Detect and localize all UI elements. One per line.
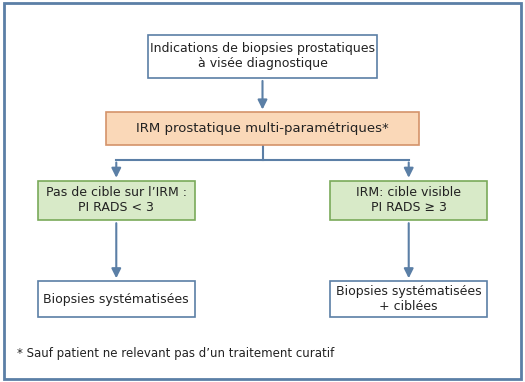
Text: IRM prostatique multi-paramétriques*: IRM prostatique multi-paramétriques* bbox=[136, 122, 389, 135]
FancyBboxPatch shape bbox=[106, 112, 419, 144]
FancyBboxPatch shape bbox=[330, 181, 487, 220]
Text: Biopsies systématisées: Biopsies systématisées bbox=[44, 293, 189, 306]
Text: * Sauf patient ne relevant pas d’un traitement curatif: * Sauf patient ne relevant pas d’un trai… bbox=[17, 347, 334, 360]
Text: Pas de cible sur l’IRM :
PI RADS < 3: Pas de cible sur l’IRM : PI RADS < 3 bbox=[46, 186, 187, 214]
Text: IRM: cible visible
PI RADS ≥ 3: IRM: cible visible PI RADS ≥ 3 bbox=[356, 186, 461, 214]
Text: Indications de biopsies prostatiques
à visée diagnostique: Indications de biopsies prostatiques à v… bbox=[150, 42, 375, 70]
Text: Biopsies systématisées
+ ciblées: Biopsies systématisées + ciblées bbox=[336, 285, 481, 313]
FancyBboxPatch shape bbox=[330, 281, 487, 317]
FancyBboxPatch shape bbox=[148, 34, 377, 78]
FancyBboxPatch shape bbox=[38, 281, 195, 317]
FancyBboxPatch shape bbox=[38, 181, 195, 220]
